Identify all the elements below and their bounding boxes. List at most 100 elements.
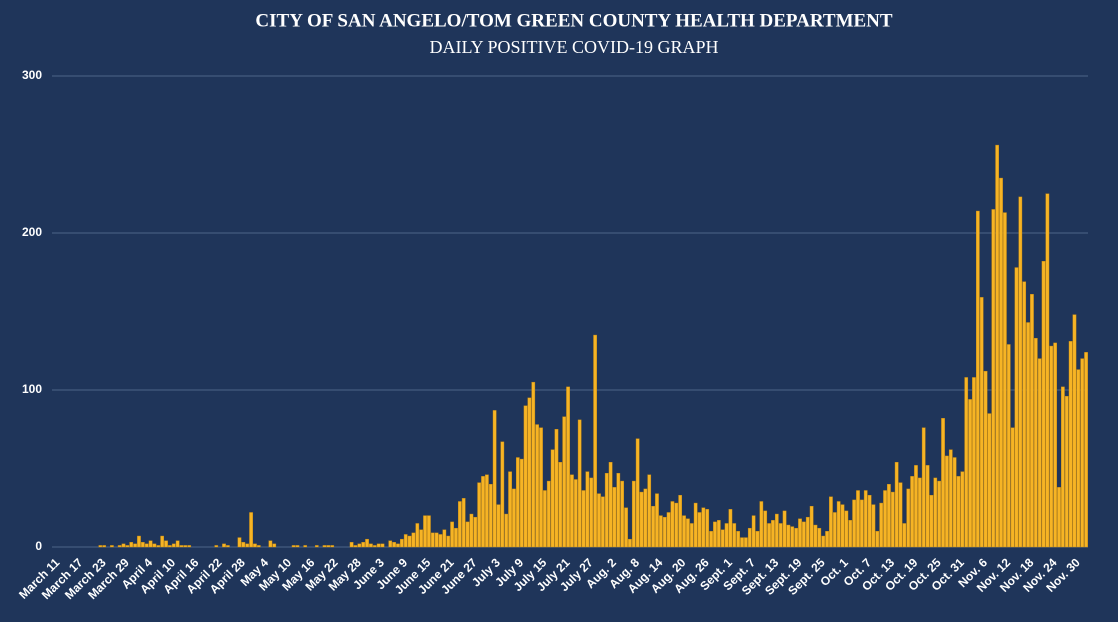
bar [871,504,876,548]
bar [972,377,976,548]
bar [168,545,172,548]
bar [179,545,184,548]
bar [570,474,574,548]
bar [160,535,164,548]
bar [782,510,787,548]
bar [577,419,582,548]
bar [948,449,953,548]
bar [253,543,257,548]
bar [558,462,563,548]
bar [740,537,744,548]
bar [496,504,501,548]
bar [423,515,427,548]
bar [427,515,431,548]
bar [902,523,907,548]
bar [604,473,609,548]
bar [183,545,188,548]
bar [875,531,880,548]
bar [519,458,524,548]
bar [655,493,659,548]
bar [983,370,988,548]
y-tick-label: 100 [22,382,42,396]
bar [1010,427,1015,548]
bar [918,477,922,548]
bar [887,484,891,548]
bar [430,532,435,548]
bar [171,543,176,548]
bar [1049,345,1054,548]
bar [759,501,764,548]
bar [809,505,814,548]
bar [802,521,806,548]
chart-subtitle: DAILY POSITIVE COVID-19 GRAPH [429,37,718,57]
bar [601,496,605,548]
bar [635,438,640,548]
bar [481,476,485,548]
bar [369,543,373,548]
bar [755,531,760,548]
bar [1080,358,1085,548]
bar [848,520,853,548]
bar [326,545,331,548]
bar [1014,267,1019,548]
bar [937,480,941,548]
bar [720,529,725,548]
bar [728,509,733,548]
bar [898,482,903,548]
bar [1045,193,1050,548]
bar [554,429,559,548]
bar [102,545,107,548]
bar [1057,487,1061,548]
bar [817,527,822,548]
bar [631,480,636,548]
bar [144,543,149,548]
bar [751,515,756,548]
bar [1064,396,1069,548]
bar [643,488,648,548]
bar [628,538,632,548]
bar [450,521,454,548]
bar [380,543,385,548]
bar [388,540,393,548]
bar [461,498,466,548]
bar [539,427,543,548]
bar [295,545,300,548]
bar [477,482,481,548]
bar [589,477,594,548]
bar [1084,352,1088,548]
bar [566,386,570,548]
bar [829,496,833,548]
bar [515,457,520,548]
bar [237,537,242,548]
bar [1076,369,1081,548]
bar [1018,196,1023,548]
bar [245,543,250,548]
bar [597,493,601,548]
bar [860,499,864,548]
bar [376,543,381,548]
bar [415,523,420,548]
bar [778,523,783,548]
bar [991,209,996,548]
bar [121,543,126,548]
bar [152,543,157,548]
bar [543,490,547,548]
bar [1006,344,1011,548]
bar [620,480,625,548]
bar [535,424,539,548]
bar [141,542,145,548]
bar [411,532,416,548]
bar [469,513,474,548]
bar [392,542,396,548]
bar [863,490,868,548]
bar [585,471,590,548]
bar [465,521,470,548]
bar [504,513,509,548]
bar [365,538,369,548]
bar [612,487,617,548]
bar [670,501,675,548]
bar [527,397,532,548]
bar [995,144,999,548]
bar [979,297,984,548]
